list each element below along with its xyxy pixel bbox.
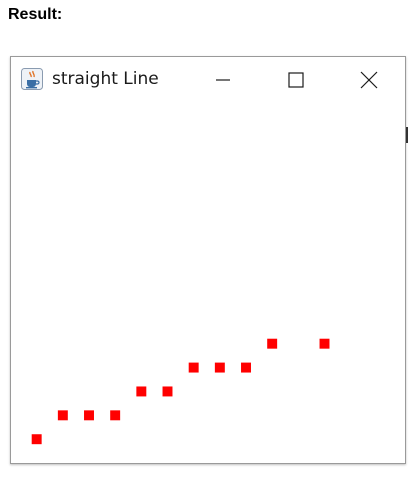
- window-title: straight Line: [52, 69, 159, 89]
- plot-point-6: [162, 386, 173, 397]
- plot-point-9: [241, 362, 251, 373]
- plot-point-10: [267, 338, 278, 349]
- close-icon: [360, 71, 378, 89]
- window-edge-artifact: [406, 127, 408, 143]
- plot-point-7: [188, 362, 199, 373]
- plot-point-5: [136, 386, 147, 397]
- maximize-button[interactable]: [266, 57, 326, 103]
- title-bar[interactable]: straight Line: [11, 57, 405, 103]
- result-heading: Result:: [8, 6, 63, 23]
- minimize-icon: [216, 79, 230, 81]
- plot-point-1: [31, 434, 42, 445]
- close-button[interactable]: [339, 57, 399, 103]
- app-window: straight Line: [10, 56, 408, 464]
- plot-point-2: [57, 410, 68, 421]
- plot-point-11: [319, 338, 330, 349]
- maximize-icon: [288, 72, 304, 88]
- plot-point-4: [110, 410, 121, 421]
- drawing-canvas: [31, 338, 330, 445]
- java-cup-icon: [21, 68, 43, 90]
- plot-point-3: [84, 410, 94, 421]
- plot-point-8: [214, 362, 225, 373]
- minimize-button[interactable]: [193, 57, 253, 103]
